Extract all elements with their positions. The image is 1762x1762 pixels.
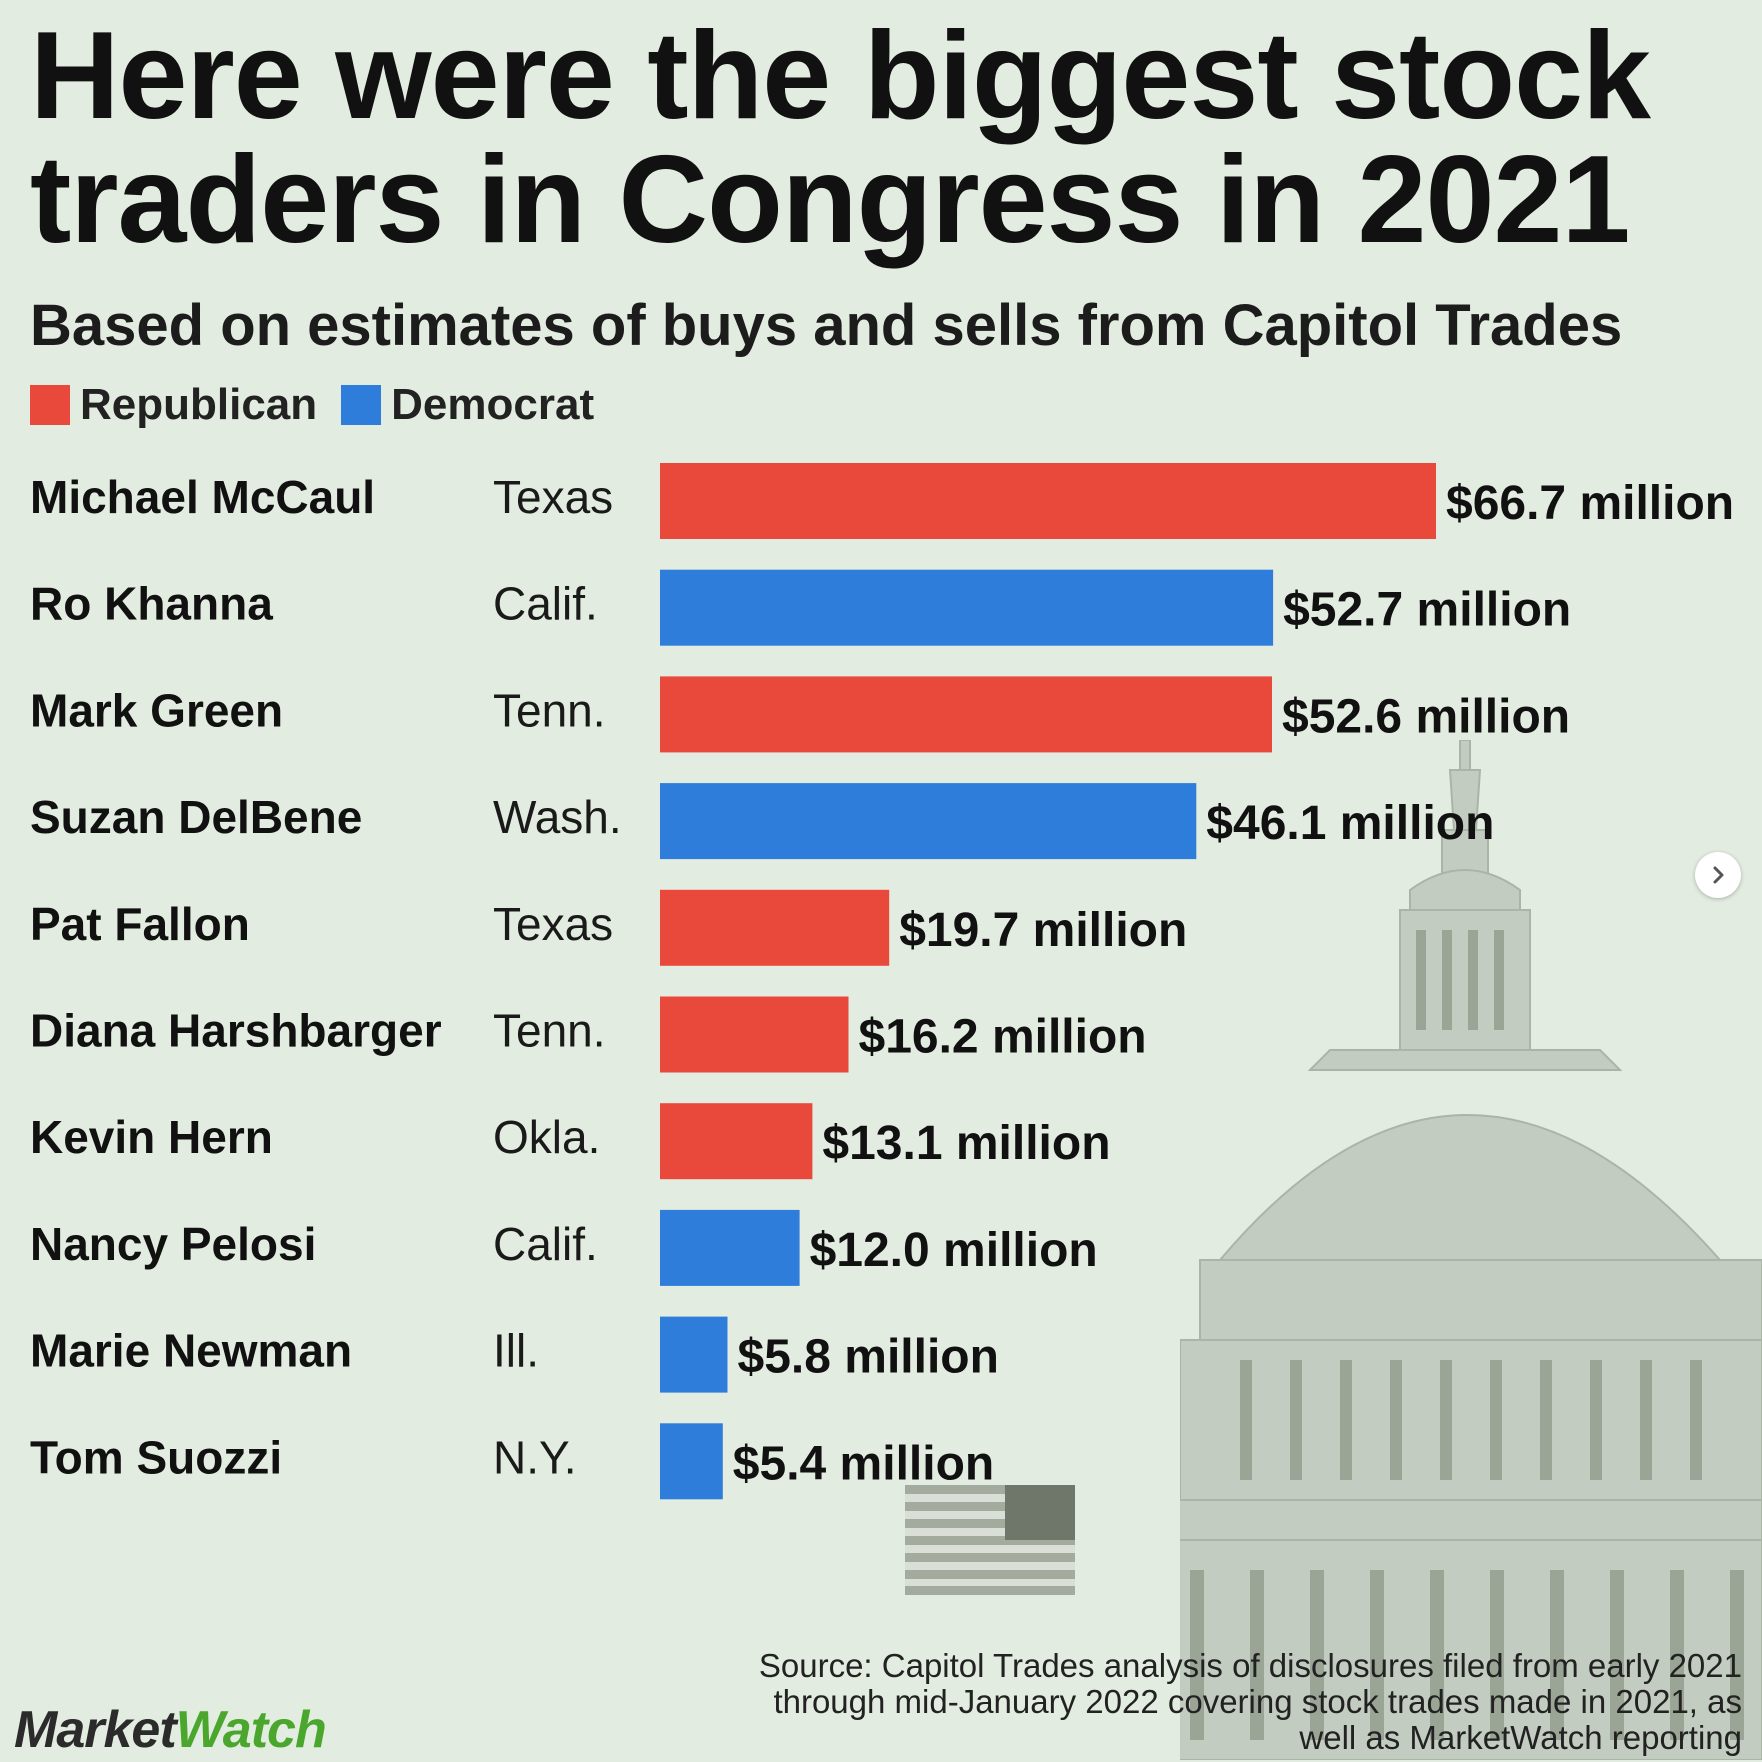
member-state-ro-khanna: Calif. bbox=[493, 578, 598, 630]
member-state-kevin-hern: Okla. bbox=[493, 1111, 600, 1163]
member-state-mark-green: Tenn. bbox=[493, 684, 606, 736]
member-name-ro-khanna: Ro Khanna bbox=[30, 578, 273, 630]
bar-ro-khanna bbox=[660, 569, 1274, 646]
member-state-tom-suozzi: N.Y. bbox=[493, 1431, 577, 1483]
bar-pat-fallon bbox=[660, 889, 890, 966]
us-flag-icon bbox=[905, 1485, 1075, 1595]
bar-mark-green bbox=[660, 676, 1272, 753]
member-state-nancy-pelosi: Calif. bbox=[493, 1218, 598, 1270]
member-name-pat-fallon: Pat Fallon bbox=[30, 898, 250, 950]
bar-marie-newman bbox=[660, 1316, 728, 1393]
value-label-marie-newman: $5.8 million bbox=[738, 1331, 999, 1384]
value-label-kevin-hern: $13.1 million bbox=[822, 1117, 1110, 1170]
value-label-suzan-delbene: $46.1 million bbox=[1206, 797, 1494, 850]
logo-part-watch: Watch bbox=[175, 1701, 327, 1759]
member-name-diana-harshbarger: Diana Harshbarger bbox=[30, 1005, 442, 1057]
member-name-marie-newman: Marie Newman bbox=[30, 1325, 352, 1377]
legend-item-republican: Republican bbox=[30, 380, 317, 430]
bar-kevin-hern bbox=[660, 1103, 813, 1180]
legend-label-democrat: Democrat bbox=[391, 380, 595, 429]
value-label-pat-fallon: $19.7 million bbox=[899, 904, 1187, 957]
chevron-right-icon bbox=[1713, 866, 1724, 884]
member-state-suzan-delbene: Wash. bbox=[493, 791, 622, 843]
value-label-tom-suozzi: $5.4 million bbox=[733, 1437, 994, 1490]
bar-chart: Michael McCaul Texas $66.7 million Ro Khann… bbox=[30, 463, 1734, 1500]
value-label-mark-green: $52.6 million bbox=[1282, 690, 1570, 743]
legend-label-republican: Republican bbox=[80, 380, 318, 429]
legend-swatch-democrat bbox=[341, 385, 382, 425]
member-name-suzan-delbene: Suzan DelBene bbox=[30, 791, 362, 843]
member-state-marie-newman: Ill. bbox=[493, 1325, 539, 1377]
bar-diana-harshbarger bbox=[660, 996, 849, 1073]
chart-subtitle: Based on estimates of buys and sells fro… bbox=[30, 293, 1623, 358]
member-state-diana-harshbarger: Tenn. bbox=[493, 1005, 606, 1057]
bar-nancy-pelosi bbox=[660, 1209, 800, 1286]
value-label-nancy-pelosi: $12.0 million bbox=[810, 1224, 1098, 1277]
member-name-tom-suozzi: Tom Suozzi bbox=[30, 1431, 282, 1483]
member-name-kevin-hern: Kevin Hern bbox=[30, 1111, 273, 1163]
bar-tom-suozzi bbox=[660, 1423, 723, 1500]
bar-michael-mccaul bbox=[660, 463, 1436, 539]
member-state-pat-fallon: Texas bbox=[493, 898, 613, 950]
marketwatch-logo: MarketWatch bbox=[14, 1700, 327, 1760]
member-name-michael-mccaul: Michael McCaul bbox=[30, 471, 375, 523]
logo-part-market: Market bbox=[14, 1701, 177, 1759]
bar-suzan-delbene bbox=[660, 783, 1197, 860]
value-label-michael-mccaul: $66.7 million bbox=[1446, 477, 1734, 530]
member-state-michael-mccaul: Texas bbox=[493, 471, 613, 523]
member-name-nancy-pelosi: Nancy Pelosi bbox=[30, 1218, 316, 1270]
capitol-building-icon bbox=[1180, 740, 1762, 1760]
value-label-diana-harshbarger: $16.2 million bbox=[859, 1011, 1147, 1064]
member-name-mark-green: Mark Green bbox=[30, 684, 283, 736]
value-label-ro-khanna: $52.7 million bbox=[1283, 584, 1571, 637]
next-slide-button[interactable] bbox=[1695, 852, 1741, 898]
legend-swatch-republican bbox=[30, 385, 70, 425]
legend: Republican Democrat bbox=[30, 380, 618, 430]
chart-title: Here were the biggest stock traders in C… bbox=[30, 7, 1651, 269]
source-note: Source: Capitol Trades analysis of discl… bbox=[758, 1647, 1742, 1756]
legend-item-democrat: Democrat bbox=[341, 380, 594, 430]
